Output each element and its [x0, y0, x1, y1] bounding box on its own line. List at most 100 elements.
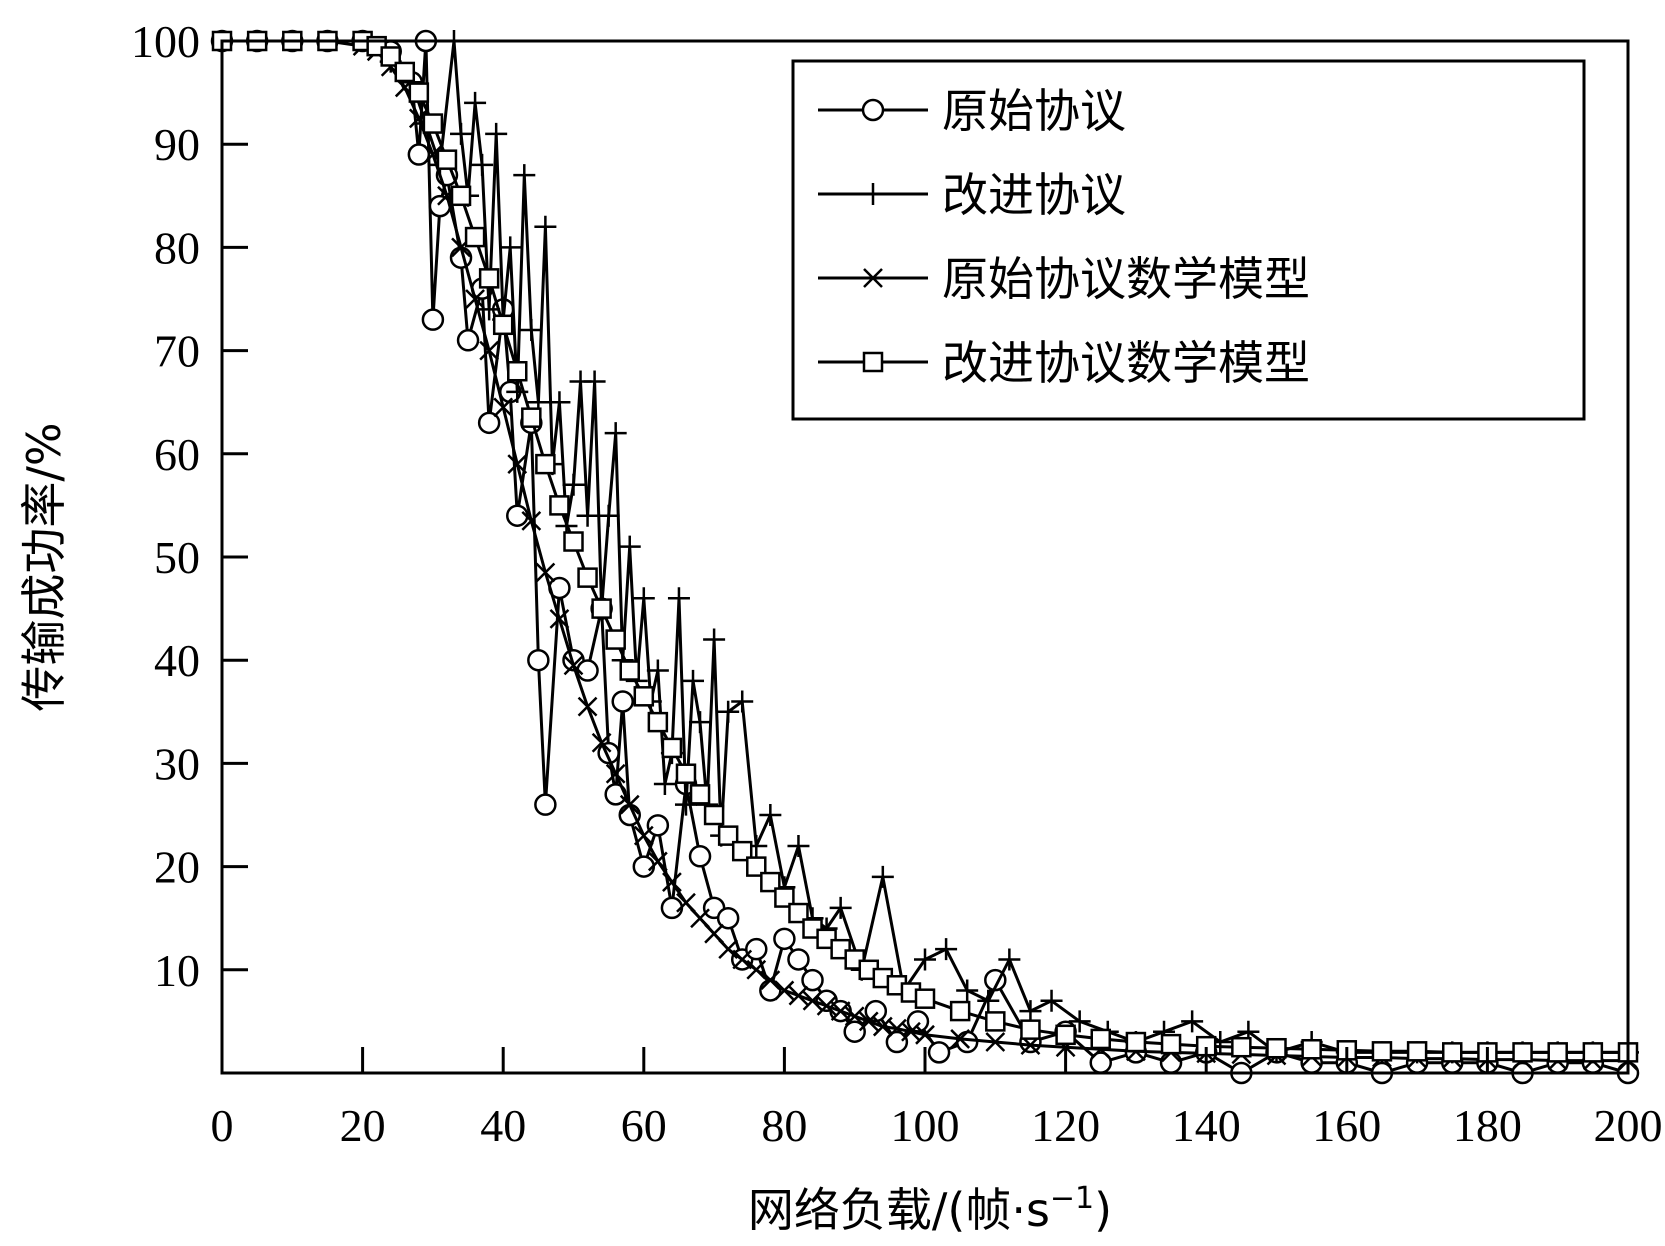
data-point-circle	[660, 896, 684, 920]
y-tick-label: 60	[154, 429, 200, 480]
data-point-x	[816, 996, 837, 1016]
x-tick-label: 80	[761, 1100, 807, 1151]
x-axis-title: 网络负载/(帧·s−1)	[748, 1181, 1112, 1237]
data-point-x	[985, 1032, 1006, 1052]
data-point-square	[1055, 1024, 1076, 1046]
data-point-plus	[548, 391, 571, 414]
legend-box	[791, 59, 1586, 421]
data-point-x	[633, 825, 654, 846]
x-axis-title-superscript: −1	[1050, 1181, 1094, 1216]
data-point-circle	[646, 814, 670, 837]
y-tick-label: 70	[154, 326, 200, 377]
data-point-square	[1442, 1042, 1463, 1063]
data-point-square	[788, 902, 809, 924]
data-point-square	[760, 871, 781, 893]
data-point-circle	[716, 906, 740, 930]
data-point-square	[1371, 1041, 1393, 1062]
data-point-circle	[688, 845, 712, 868]
data-point-square	[1301, 1039, 1322, 1060]
data-point-plus	[520, 318, 543, 341]
data-point-square	[1160, 1033, 1182, 1055]
data-point-square	[1231, 1036, 1252, 1058]
ticks-layer: 0 20 40 60 80 100 120 140 160 180 200 10 20 30 40 50 60 7…	[131, 16, 1663, 1151]
data-point-plus	[653, 773, 676, 796]
data-point-x	[732, 949, 753, 970]
data-point-x	[746, 959, 767, 980]
data-point-x	[662, 872, 682, 892]
data-point-circle	[745, 937, 768, 961]
data-point-circle	[477, 411, 501, 435]
data-point-square	[521, 407, 542, 428]
data-point-square	[1547, 1042, 1568, 1063]
legend-item: 原始协议	[818, 84, 1126, 138]
data-point-square	[507, 360, 528, 382]
data-point-x	[950, 1029, 971, 1049]
data-point-plus	[1068, 1010, 1091, 1033]
legend-item: 原始协议数学模型	[818, 252, 1310, 306]
data-point-x	[507, 454, 528, 475]
data-point-circle	[885, 1030, 909, 1054]
data-point-plus	[1181, 1010, 1204, 1033]
data-point-square	[1266, 1037, 1287, 1059]
data-point-square	[605, 629, 626, 650]
data-point-circle	[801, 968, 824, 992]
legend-label: 改进协议数学模型	[942, 336, 1310, 390]
data-point-x	[521, 510, 542, 531]
data-point-plus	[485, 122, 508, 145]
data-point-x	[605, 763, 626, 784]
data-point-plus	[689, 711, 712, 734]
data-point-x	[479, 340, 500, 361]
x-tick-label: 40	[480, 1100, 526, 1151]
data-point-x	[493, 397, 514, 418]
data-point-plus	[829, 896, 852, 919]
data-point-square	[1125, 1031, 1147, 1053]
data-point-circle	[456, 329, 480, 352]
data-point-plus	[597, 504, 620, 527]
y-tick-label: 50	[154, 532, 200, 583]
data-point-plus	[499, 236, 522, 259]
data-point-square	[563, 531, 584, 552]
data-point-square	[731, 840, 753, 862]
data-point-square	[675, 763, 697, 784]
x-tick-label: 100	[891, 1100, 960, 1151]
data-point-circle	[955, 1030, 979, 1054]
y-tick-label: 40	[154, 635, 200, 686]
data-point-square	[450, 185, 472, 207]
data-point-square	[464, 226, 486, 248]
data-point-plus	[604, 422, 627, 445]
data-point-square	[862, 351, 884, 373]
data-point-circle	[534, 793, 557, 816]
data-point-plus	[862, 183, 884, 205]
data-point-plus	[632, 587, 655, 610]
data-point-x	[830, 1001, 851, 1021]
data-point-x	[760, 970, 781, 991]
data-point-square	[633, 686, 655, 707]
data-point-plus	[674, 793, 697, 816]
data-point-x	[465, 289, 485, 309]
data-point-square	[422, 113, 444, 134]
data-point-square	[436, 149, 458, 170]
data-point-plus	[703, 628, 726, 651]
data-point-circle	[421, 308, 445, 331]
data-point-circle	[773, 927, 796, 951]
data-point-plus	[935, 938, 958, 961]
data-point-square	[949, 1000, 971, 1022]
data-point-plus	[759, 804, 782, 826]
x-tick-label: 120	[1031, 1100, 1100, 1151]
legend-item: 改进协议数学模型	[818, 336, 1310, 390]
x-tick-label: 140	[1172, 1100, 1241, 1151]
data-point-square	[647, 711, 669, 733]
data-point-square	[591, 598, 612, 619]
data-point-square	[1582, 1042, 1604, 1063]
data-point-plus	[450, 122, 473, 145]
y-tick-label: 80	[154, 222, 200, 273]
data-point-x	[915, 1024, 935, 1045]
x-tick-label: 160	[1312, 1100, 1381, 1151]
data-point-circle	[906, 1010, 930, 1033]
data-point-plus	[478, 298, 501, 321]
data-point-circle	[632, 855, 656, 878]
data-point-square	[746, 856, 767, 877]
data-point-x	[844, 1006, 865, 1027]
data-point-plus	[787, 834, 810, 857]
